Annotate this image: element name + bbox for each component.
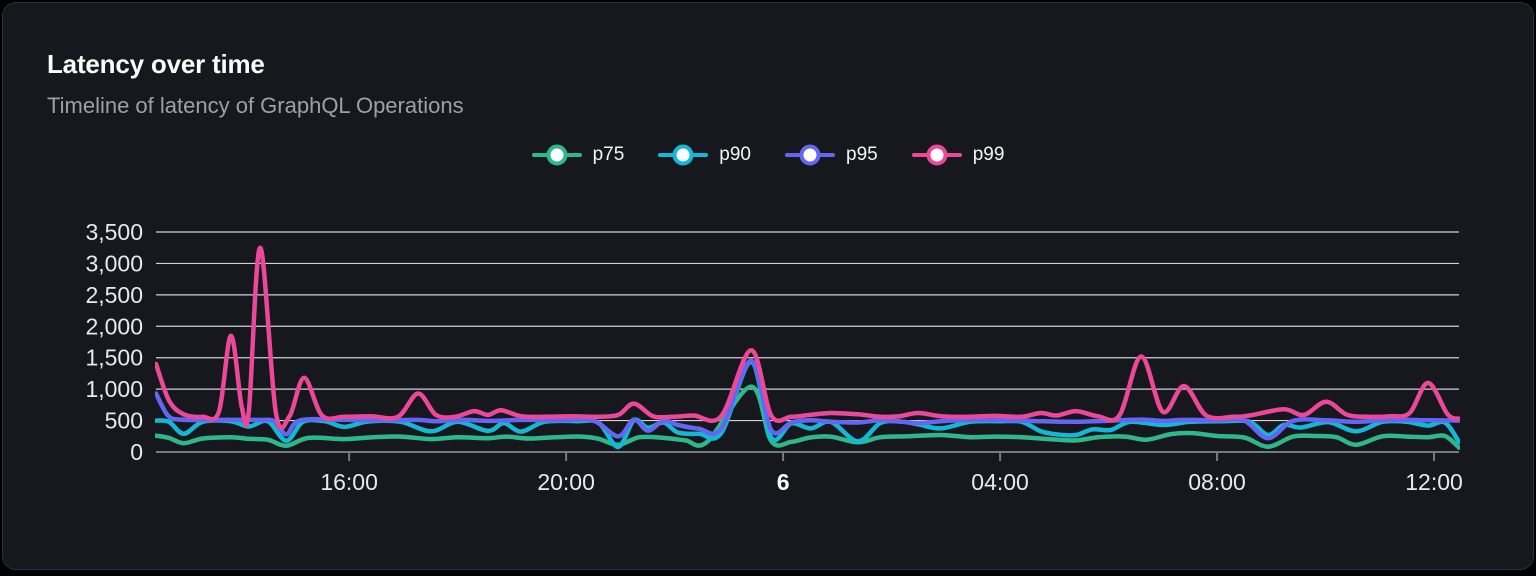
y-axis-label: 3,000 [85,250,143,276]
y-axis-label: 3,500 [85,219,143,245]
y-axis-label: 2,000 [85,313,143,339]
y-axis-label: 0 [130,439,143,465]
x-axis-label: 08:00 [1188,469,1246,495]
x-axis-label: 04:00 [971,469,1029,495]
series-line-p99 [156,248,1459,428]
y-axis-label: 2,500 [85,282,143,308]
x-axis-label: 6 [777,469,790,495]
y-axis-label: 500 [105,408,143,434]
x-axis-label: 12:00 [1405,469,1463,495]
latency-chart[interactable]: 0 500 1,000 1,500 2,000 2,500 3,000 3,500 16:00 2… [3,3,1533,569]
y-axis-label: 1,000 [85,376,143,402]
chart-canvas[interactable]: 0 500 1,000 1,500 2,000 2,500 3,000 3,500 16:00 2… [3,3,1535,571]
y-axis-label: 1,500 [85,345,143,371]
x-axis-label: 20:00 [537,469,595,495]
x-axis-label: 16:00 [320,469,378,495]
